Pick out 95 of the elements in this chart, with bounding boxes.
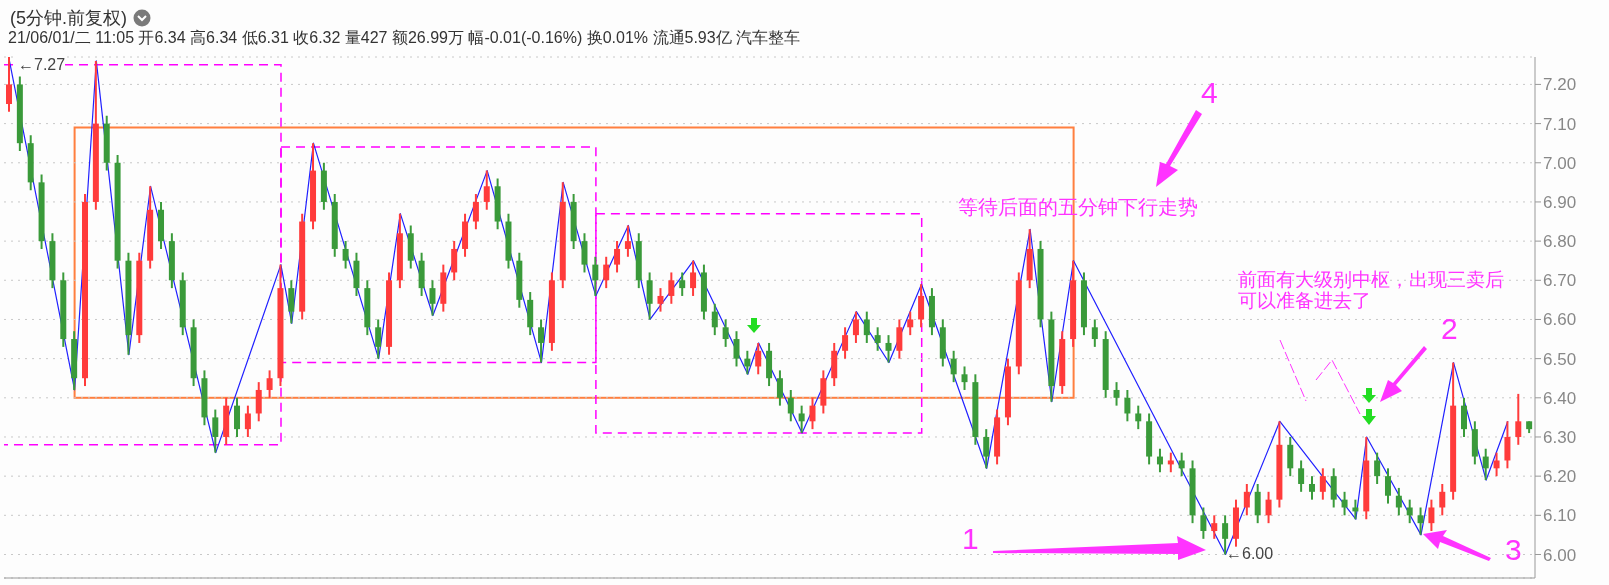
candlestick <box>6 57 12 113</box>
y-tick-label: 7.00 <box>1543 153 1577 173</box>
annotation: ←7.27 <box>18 56 66 74</box>
candlestick <box>907 310 914 337</box>
candlestick <box>733 330 740 368</box>
candlestick <box>809 396 816 431</box>
candlestick <box>722 318 729 348</box>
y-tick-label: 6.50 <box>1543 349 1577 369</box>
annotation: 前面有大级别中枢，出现三卖后可以准备进去了 <box>1238 269 1505 312</box>
candlestick <box>1374 451 1381 485</box>
candlestick <box>429 279 436 317</box>
candlestick <box>657 287 664 313</box>
candlestick <box>1091 318 1098 348</box>
candlestick <box>983 428 990 470</box>
candlestick <box>1254 482 1261 525</box>
candlestick <box>1384 467 1391 505</box>
candlestick <box>755 341 762 376</box>
candlestick <box>1482 447 1489 482</box>
candlestick <box>842 326 849 360</box>
y-tick-label: 6.40 <box>1543 388 1577 408</box>
candlestick <box>1200 506 1207 540</box>
y-tick-label: 6.00 <box>1543 545 1577 565</box>
candlestick <box>1460 396 1467 438</box>
annotation: ←6.00 <box>1226 545 1274 563</box>
candlestick <box>1504 420 1511 470</box>
candlestick <box>1352 498 1359 521</box>
candlestick <box>614 240 621 274</box>
annotation: 1 <box>962 522 979 555</box>
y-tick-label: 6.70 <box>1543 271 1577 291</box>
candlestick <box>1243 482 1250 517</box>
candlestick <box>787 388 794 423</box>
candlestick <box>1417 506 1424 536</box>
candlestick <box>1308 475 1315 501</box>
candlestick <box>603 255 610 290</box>
candlestick <box>961 365 968 391</box>
candlestick <box>1406 498 1413 525</box>
y-tick-label: 6.90 <box>1543 192 1577 212</box>
y-tick-label: 6.30 <box>1543 428 1577 448</box>
candlestick <box>690 259 697 297</box>
candlestick <box>451 240 458 282</box>
candlestick <box>1428 498 1435 532</box>
candlestick <box>1135 404 1142 431</box>
candlestick <box>646 271 653 321</box>
candlestick <box>1439 482 1446 517</box>
annotation: 2 <box>1441 312 1458 345</box>
candlestick <box>483 169 490 211</box>
candlestick <box>1113 381 1120 407</box>
candlestick <box>1287 435 1294 478</box>
candlestick <box>375 318 382 360</box>
candlestick <box>1211 514 1218 540</box>
chart-subtitle: 21/06/01/二 11:05 开6.34 高6.34 低6.31 收6.32 量427 额26.99万 幅-0.01(-0.16%) 换0.01% 流通5.93亿 汽车整车 <box>8 28 801 48</box>
annotation: 4 <box>1201 76 1218 109</box>
candlestick <box>950 349 957 384</box>
y-tick-label: 7.20 <box>1543 75 1577 95</box>
candlestick <box>1330 467 1337 509</box>
candlestick <box>624 224 631 258</box>
candlestick <box>255 381 262 423</box>
candlestick <box>852 310 859 344</box>
candlestick <box>244 404 251 438</box>
candlestick <box>1124 388 1131 423</box>
candlestick <box>863 310 870 344</box>
annotation: 3 <box>1505 533 1522 566</box>
candlestick <box>1265 490 1272 525</box>
candlestick <box>885 334 892 364</box>
candlestick <box>342 240 349 270</box>
y-tick-label: 6.10 <box>1543 506 1577 526</box>
candlestick <box>1515 392 1522 446</box>
candlestick <box>1222 514 1229 556</box>
candlestick <box>918 283 925 329</box>
candlestick <box>798 404 805 435</box>
candlestick <box>1319 467 1326 501</box>
candlestick <box>1298 459 1305 493</box>
candlestick <box>1178 451 1185 478</box>
candlestick <box>212 408 219 454</box>
candlestick <box>234 396 241 438</box>
y-tick-label: 7.10 <box>1543 114 1577 134</box>
candlestick <box>581 232 588 274</box>
candlestick <box>776 369 783 407</box>
candlestick <box>538 318 545 364</box>
candlestick <box>711 302 718 337</box>
candlestick <box>1395 486 1402 517</box>
candlestick <box>592 255 599 297</box>
candlestick <box>1493 451 1500 478</box>
y-tick-label: 6.20 <box>1543 467 1577 487</box>
candlestick <box>266 369 273 399</box>
candlestick <box>472 193 479 231</box>
y-tick-label: 6.80 <box>1543 232 1577 252</box>
y-tick-label: 6.60 <box>1543 310 1577 330</box>
candlestick <box>896 318 903 360</box>
candlestick <box>1167 451 1174 474</box>
candlestick <box>874 326 881 352</box>
candlestick <box>668 271 675 305</box>
candlestick <box>288 279 295 325</box>
candlestick <box>679 271 686 297</box>
chart-title: (5分钟.前复权) <box>10 7 127 30</box>
